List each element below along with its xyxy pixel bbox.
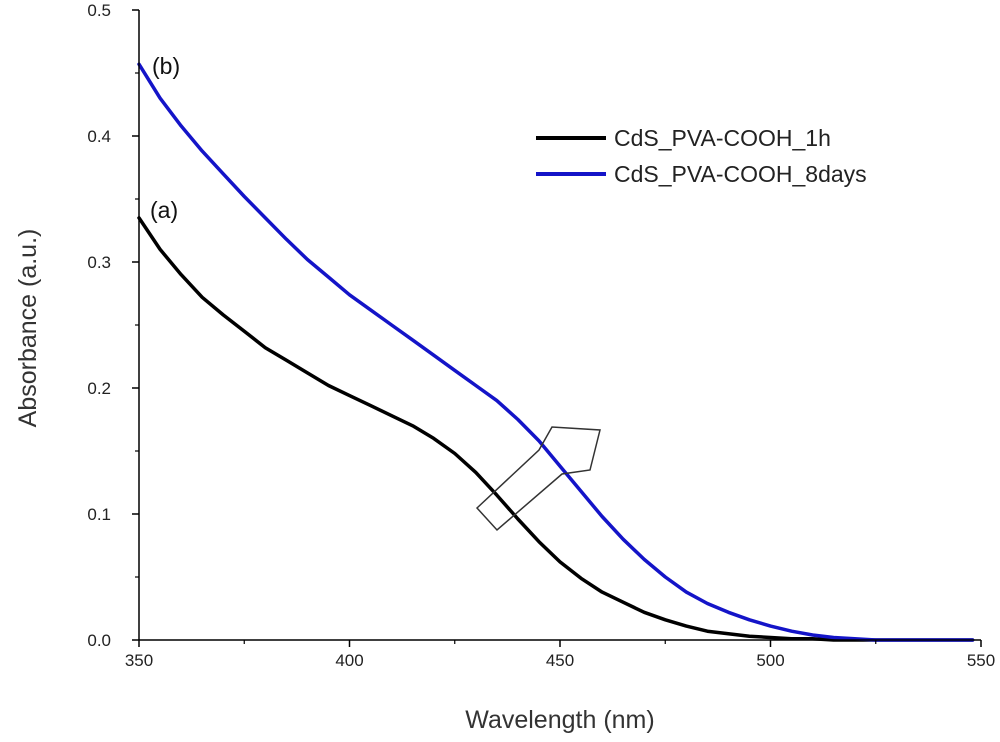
y-tick-label: 0.3: [87, 253, 111, 272]
y-tick-label: 0.2: [87, 379, 111, 398]
shift-arrow-icon: [475, 426, 601, 532]
x-tick-label: 500: [756, 651, 784, 670]
annotation-b: (b): [152, 53, 180, 79]
y-axis-title: Absorbance (a.u.): [14, 229, 42, 428]
series-line-8days: [137, 62, 975, 642]
x-tick-label: 350: [125, 651, 153, 670]
legend-label-8days: CdS_PVA-COOH_8days: [614, 161, 867, 187]
x-tick-label: 400: [335, 651, 363, 670]
x-axis-title: Wavelength (nm): [465, 706, 654, 734]
series-line-1h: [137, 216, 975, 642]
annotation-a: (a): [150, 197, 178, 223]
y-tick-label: 0.4: [87, 127, 111, 146]
axis-ticks: 350 400 450 500 550 0.0 0.1 0.2 0.3 0.4 0.5: [87, 1, 995, 670]
y-tick-label: 0.0: [87, 631, 111, 650]
x-tick-label: 550: [967, 651, 995, 670]
legend: CdS_PVA-COOH_1h CdS_PVA-COOH_8days: [536, 125, 867, 187]
y-tick-label: 0.1: [87, 505, 111, 524]
y-tick-label: 0.5: [87, 1, 111, 20]
x-tick-label: 450: [546, 651, 574, 670]
plot-area: [137, 62, 975, 642]
legend-label-1h: CdS_PVA-COOH_1h: [614, 125, 831, 151]
